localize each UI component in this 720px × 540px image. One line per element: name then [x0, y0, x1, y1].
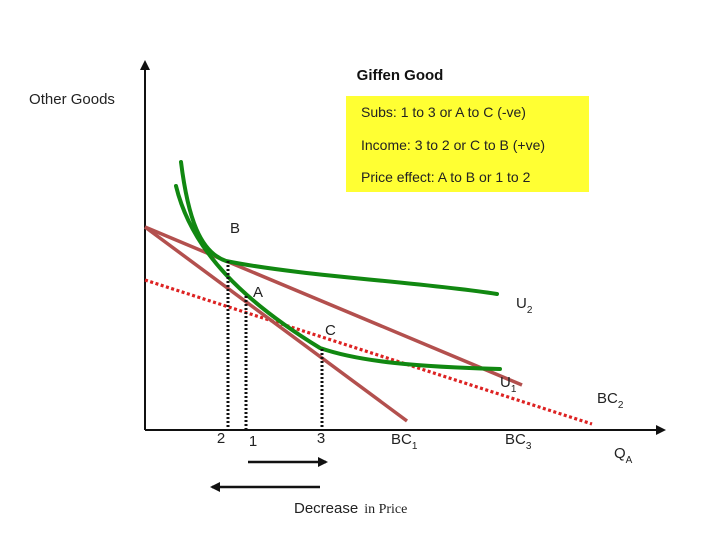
y-axis-label: Other Goods [29, 91, 115, 108]
budget-label-bc2-main: BC [597, 390, 618, 407]
indifference-curve-u2 [179, 160, 499, 296]
budget-label-bc2-sub: 2 [618, 400, 624, 411]
point-label-b: B [230, 220, 240, 237]
point-label-c: C [325, 322, 336, 339]
curve-label-u1-sub: 1 [511, 384, 517, 395]
curve-label-u2-main: U [516, 295, 527, 312]
budget-line-bc1 [143, 225, 409, 423]
curve-label-u1: U1 [500, 374, 517, 395]
x-axis-label: QA [614, 445, 633, 466]
caption-decrease-in-price: Decrease in Price [294, 500, 407, 517]
x-axis-label-main: Q [614, 445, 626, 462]
legend-box [346, 96, 589, 192]
diagram-title: Giffen Good [357, 67, 444, 84]
curve-label-u2: U2 [516, 295, 533, 316]
caption-word-decrease: Decrease [294, 500, 358, 517]
x-tick-3: 3 [317, 430, 325, 447]
x-tick-1: 1 [249, 433, 257, 450]
x-axis-label-sub: A [626, 455, 633, 466]
caption-word-in-price: in Price [364, 502, 407, 517]
budget-line-bc3 [144, 225, 523, 387]
budget-label-bc1-main: BC [391, 431, 412, 448]
budget-label-bc1: BC1 [391, 431, 418, 452]
legend-line-income: Income: 3 to 2 or C to B (+ve) [361, 137, 545, 153]
budget-label-bc3-sub: 3 [526, 441, 532, 452]
curve-label-u2-sub: 2 [527, 305, 533, 316]
curve-label-u1-main: U [500, 374, 511, 391]
budget-label-bc3-main: BC [505, 431, 526, 448]
budget-label-bc2: BC2 [597, 390, 624, 411]
legend-line-price: Price effect: A to B or 1 to 2 [361, 169, 531, 185]
budget-label-bc1-sub: 1 [412, 441, 418, 452]
budget-label-bc3: BC3 [505, 431, 532, 452]
indifference-curve-u1 [174, 184, 502, 371]
x-tick-2: 2 [217, 430, 225, 447]
legend-line-substitution: Subs: 1 to 3 or A to C (-ve) [361, 104, 526, 120]
budget-line-bc2 [144, 278, 593, 426]
point-label-a: A [253, 284, 263, 301]
